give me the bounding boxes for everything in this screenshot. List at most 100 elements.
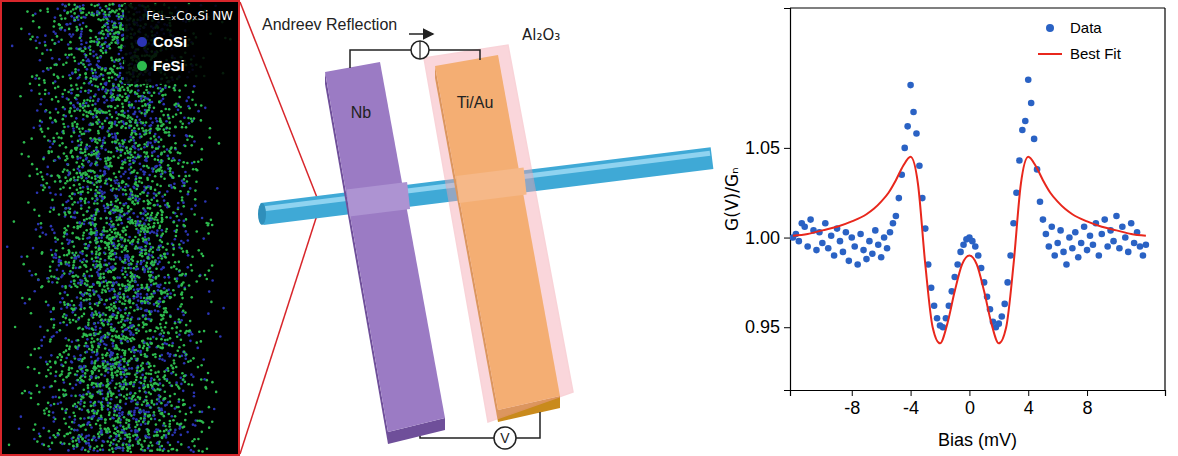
atom-dot: [111, 342, 114, 345]
atom-dot: [56, 356, 59, 359]
atom-dot: [162, 103, 165, 106]
atom-dot: [173, 134, 176, 137]
atom-dot: [127, 185, 130, 188]
atom-dot: [166, 148, 169, 151]
atom-dot: [182, 314, 185, 317]
atom-dot: [108, 262, 111, 265]
atom-dot: [99, 327, 102, 330]
atom-dot: [106, 361, 109, 364]
atom-dot: [172, 116, 175, 119]
atom-dot: [63, 301, 66, 304]
atom-dot: [111, 335, 114, 338]
atom-dot: [55, 256, 58, 259]
atom-dot: [114, 262, 117, 265]
atom-dot: [59, 193, 62, 196]
atom-dot: [70, 135, 73, 138]
atom-dot: [56, 132, 59, 135]
atom-dot: [151, 180, 154, 183]
atom-dot: [141, 255, 144, 258]
atom-dot: [113, 60, 116, 63]
atom-dot: [113, 65, 116, 68]
atom-dot: [38, 432, 41, 435]
atom-dot: [147, 270, 150, 273]
atom-dot: [144, 314, 147, 317]
atom-dot: [196, 347, 199, 350]
atom-dot: [72, 8, 75, 11]
atom-dot: [80, 204, 83, 207]
atom-dot: [128, 159, 131, 162]
atom-dot: [81, 409, 84, 412]
atom-dot: [61, 285, 64, 288]
atom-dot: [140, 423, 143, 426]
atom-dot: [162, 301, 165, 304]
atom-dot: [66, 238, 69, 241]
atom-dot: [83, 299, 86, 302]
atom-dot: [56, 8, 59, 11]
atom-dot: [64, 291, 67, 294]
atom-dot: [51, 98, 54, 101]
atom-dot: [120, 110, 123, 113]
atom-dot: [65, 23, 68, 26]
atom-dot: [114, 232, 117, 235]
atom-dot: [110, 57, 113, 60]
atom-dot: [113, 414, 116, 417]
atom-dot: [52, 25, 55, 28]
atom-dot: [146, 217, 149, 220]
atom-dot: [181, 122, 184, 125]
atom-dot: [107, 393, 110, 396]
atom-dot: [54, 180, 57, 183]
atom-dot: [201, 217, 204, 220]
atom-dot: [48, 430, 51, 433]
atom-dot: [108, 3, 111, 6]
atom-dot: [57, 100, 60, 103]
atom-dot: [68, 264, 71, 267]
atom-dot: [110, 179, 113, 182]
atom-dot: [114, 182, 117, 185]
atom-dot: [90, 426, 93, 429]
atom-dot: [94, 178, 97, 181]
atom-dot: [191, 98, 194, 101]
atom-dot: [54, 87, 57, 90]
atom-dot: [64, 337, 67, 340]
atom-dot: [94, 71, 97, 74]
atom-dot: [179, 330, 182, 333]
atom-dot: [170, 184, 173, 187]
atom-dot: [116, 117, 119, 120]
atom-dot: [38, 391, 41, 394]
atom-dot: [125, 202, 128, 205]
atom-dot: [86, 99, 89, 102]
atom-dot: [117, 13, 120, 16]
atom-dot: [151, 146, 154, 149]
atom-dot: [146, 194, 149, 197]
atom-dot: [80, 17, 83, 20]
atom-dot: [43, 386, 46, 389]
atom-dot: [110, 441, 113, 444]
atom-dot: [109, 162, 112, 165]
atom-dot: [99, 448, 102, 451]
atom-dot: [115, 176, 118, 179]
atom-dot: [159, 297, 162, 300]
atom-dot: [76, 102, 79, 105]
atom-dot: [75, 84, 78, 87]
atom-dot: [149, 207, 152, 210]
atom-dot: [183, 116, 186, 119]
atom-dot: [53, 403, 56, 406]
atom-dot: [104, 210, 107, 213]
atom-dot: [60, 359, 63, 362]
atom-dot: [172, 448, 175, 451]
atom-dot: [67, 91, 70, 94]
atom-dot: [75, 251, 78, 254]
atom-dot: [183, 220, 186, 223]
atom-dot: [184, 381, 187, 384]
atom-dot: [73, 19, 76, 22]
atom-dot: [110, 398, 113, 401]
atom-dot: [130, 340, 133, 343]
atom-dot: [46, 11, 49, 14]
atom-dot: [64, 182, 67, 185]
atom-dot: [86, 144, 89, 147]
atom-dot: [46, 49, 49, 52]
atom-dot: [20, 28, 23, 31]
atom-dot: [108, 411, 111, 414]
atom-dot: [49, 111, 52, 114]
atom-dot: [158, 192, 161, 195]
